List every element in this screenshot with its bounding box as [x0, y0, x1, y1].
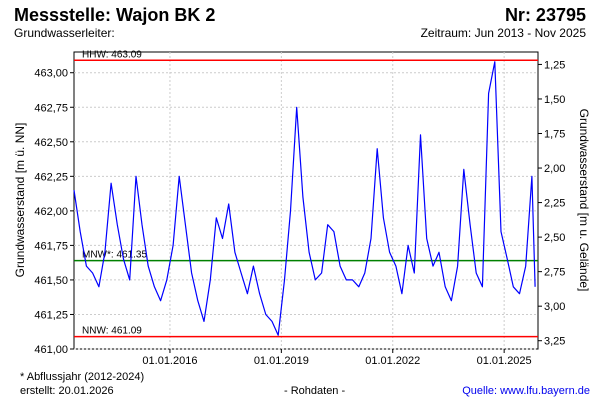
x-tick-label: 01.01.2016 [142, 355, 197, 367]
raw-data-label: - Rohdaten - [284, 385, 346, 397]
y-tick-label-left: 461,25 [34, 309, 68, 321]
reference-line-label: MNW*: 461.35 [82, 250, 147, 261]
reference-line-label: NNW: 461.09 [82, 326, 142, 337]
footnote: * Abflussjahr (2012-2024) [20, 371, 145, 383]
x-tick-label: 01.01.2022 [365, 355, 420, 367]
y-tick-label-left: 461,00 [34, 344, 68, 356]
y-tick-label-right: 2,75 [544, 267, 565, 279]
x-tick-label: 01.01.2025 [477, 355, 532, 367]
y-tick-label-left: 461,50 [34, 275, 68, 287]
series-line [73, 61, 536, 336]
page-title: Messstelle: Wajon BK 2 [14, 5, 216, 25]
y-tick-label-right: 2,25 [544, 198, 565, 210]
series-group [73, 61, 536, 336]
created-date: erstellt: 20.01.2026 [20, 385, 114, 397]
y-tick-label-left: 462,75 [34, 102, 68, 114]
y-tick-label-right: 2,00 [544, 163, 565, 175]
y-tick-label-left: 463,00 [34, 68, 68, 80]
axes: 461,00 461,25 461,50 461,75 462,00 462,25 462,… [34, 59, 565, 367]
y-tick-label-left: 461,75 [34, 240, 68, 252]
y-axis-title-right: Grundwasserstand [m u. Gelände] [577, 109, 591, 292]
aquifer-label: Grundwasserleiter: [14, 26, 115, 40]
y-tick-label-right: 1,75 [544, 129, 565, 141]
y-tick-label-right: 2,50 [544, 232, 565, 244]
y-tick-label-left: 462,00 [34, 206, 68, 218]
y-tick-label-left: 462,50 [34, 137, 68, 149]
period-label: Zeitraum: Jun 2013 - Nov 2025 [420, 26, 586, 40]
reference-lines: HHW: 463.09 NNW: 461.09 MNW*: 461.35 [74, 49, 538, 338]
y-tick-label-right: 1,25 [544, 59, 565, 71]
reference-line-label: HHW: 463.09 [82, 49, 142, 60]
y-tick-label-right: 3,25 [544, 336, 565, 348]
y-tick-label-right: 1,50 [544, 94, 565, 106]
grid [74, 52, 538, 350]
station-number: Nr: 23795 [504, 5, 586, 25]
y-tick-label-left: 462,25 [34, 171, 68, 183]
x-tick-label: 01.01.2019 [254, 355, 309, 367]
y-tick-label-right: 3,00 [544, 301, 565, 313]
y-axis-title-left: Grundwasserstand [m ü. NN] [13, 123, 27, 278]
plot-area [73, 51, 539, 350]
source-link[interactable]: Quelle: www.lfu.bayern.de [462, 385, 590, 397]
